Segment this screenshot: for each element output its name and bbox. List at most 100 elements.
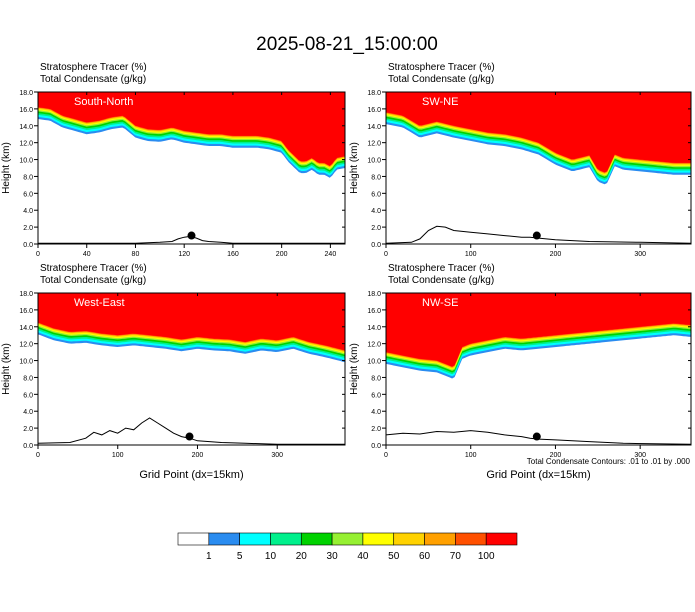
tracer-band-10 bbox=[38, 293, 345, 351]
colorbar-label: 70 bbox=[450, 551, 462, 562]
plot-area bbox=[386, 293, 691, 445]
y-tick-label: 0.0 bbox=[23, 443, 33, 450]
header-line-1: Stratosphere Tracer (%) bbox=[40, 62, 147, 73]
y-tick-label: 6.0 bbox=[23, 392, 33, 399]
figure-title: 2025-08-21_15:00:00 bbox=[256, 34, 438, 55]
y-tick-label: 2.0 bbox=[23, 225, 33, 232]
colorbar-label: 30 bbox=[327, 551, 339, 562]
header-line-2: Total Condensate (g/kg) bbox=[40, 74, 146, 85]
header-line-1: Stratosphere Tracer (%) bbox=[388, 62, 495, 73]
panel-label: SW-NE bbox=[422, 96, 458, 108]
colorbar-swatch-10 bbox=[455, 532, 487, 546]
header-line-2: Total Condensate (g/kg) bbox=[388, 275, 494, 286]
x-tick-label: 40 bbox=[83, 251, 91, 258]
y-tick-label: 14.0 bbox=[19, 325, 33, 332]
tracer-band-10 bbox=[386, 293, 691, 367]
plot-frame bbox=[385, 91, 692, 245]
colorbar-label: 1 bbox=[206, 551, 212, 562]
x-tick-label: 120 bbox=[178, 251, 190, 258]
colorbar-label: 60 bbox=[419, 551, 431, 562]
y-tick-label: 6.0 bbox=[371, 191, 381, 198]
x-axis-label: Grid Point (dx=15km) bbox=[486, 469, 590, 481]
x-axis-label: Grid Point (dx=15km) bbox=[139, 469, 243, 481]
x-tick-label: 0 bbox=[36, 452, 40, 459]
header-line-1: Stratosphere Tracer (%) bbox=[388, 263, 495, 274]
panel-3: West-East Stratosphere Tracer (%)Total Co… bbox=[1, 263, 346, 481]
y-axis-label: Height (km) bbox=[349, 343, 360, 395]
colorbar-label: 40 bbox=[357, 551, 369, 562]
x-tick-label: 300 bbox=[271, 452, 283, 459]
y-tick-label: 18.0 bbox=[19, 90, 33, 97]
colorbar-label: 50 bbox=[388, 551, 400, 562]
colorbar-swatch-9 bbox=[424, 532, 456, 546]
y-tick-label: 12.0 bbox=[19, 342, 33, 349]
y-tick-label: 12.0 bbox=[367, 141, 381, 148]
x-tick-label: 100 bbox=[112, 452, 124, 459]
y-tick-label: 8.0 bbox=[23, 375, 33, 382]
y-tick-label: 6.0 bbox=[23, 191, 33, 198]
y-tick-label: 4.0 bbox=[371, 208, 381, 215]
plot-area bbox=[38, 293, 345, 445]
plot-frame bbox=[37, 91, 346, 245]
colorbar-label: 10 bbox=[265, 551, 277, 562]
colorbar-swatch-1 bbox=[177, 532, 210, 546]
tracer-band-10 bbox=[386, 92, 691, 173]
y-tick-label: 0.0 bbox=[371, 242, 381, 249]
y-tick-label: 0.0 bbox=[23, 242, 33, 249]
y-tick-label: 10.0 bbox=[19, 158, 33, 165]
colorbar-label: 20 bbox=[296, 551, 308, 562]
plot-area bbox=[386, 92, 691, 244]
y-tick-label: 10.0 bbox=[367, 359, 381, 366]
y-tick-label: 4.0 bbox=[371, 409, 381, 416]
y-axis-label: Height (km) bbox=[1, 343, 12, 395]
colorbar-label: 100 bbox=[478, 551, 495, 562]
y-tick-label: 14.0 bbox=[19, 124, 33, 131]
y-tick-label: 4.0 bbox=[23, 409, 33, 416]
y-tick-label: 10.0 bbox=[367, 158, 381, 165]
x-tick-label: 160 bbox=[227, 251, 239, 258]
x-tick-label: 0 bbox=[384, 452, 388, 459]
y-tick-label: 16.0 bbox=[367, 107, 381, 114]
y-tick-label: 0.0 bbox=[371, 443, 381, 450]
y-tick-label: 4.0 bbox=[23, 208, 33, 215]
y-tick-label: 18.0 bbox=[19, 291, 33, 298]
x-tick-label: 300 bbox=[634, 251, 646, 258]
terrain-line bbox=[386, 225, 691, 244]
colorbar-swatch-4 bbox=[270, 532, 302, 546]
colorbar-label: 5 bbox=[237, 551, 243, 562]
header-line-2: Total Condensate (g/kg) bbox=[388, 74, 494, 85]
y-tick-label: 8.0 bbox=[371, 375, 381, 382]
panel-label: West-East bbox=[74, 297, 125, 309]
location-marker bbox=[185, 432, 194, 441]
x-tick-label: 80 bbox=[132, 251, 140, 258]
plot-frame bbox=[385, 292, 692, 446]
panel-label: South-North bbox=[74, 96, 133, 108]
y-tick-label: 14.0 bbox=[367, 325, 381, 332]
y-tick-label: 16.0 bbox=[19, 308, 33, 315]
y-tick-label: 12.0 bbox=[19, 141, 33, 148]
x-tick-label: 0 bbox=[36, 251, 40, 258]
header-line-1: Stratosphere Tracer (%) bbox=[40, 263, 147, 274]
colorbar-swatch-3 bbox=[239, 532, 271, 546]
header-line-2: Total Condensate (g/kg) bbox=[40, 275, 146, 286]
location-marker bbox=[532, 432, 541, 441]
y-tick-label: 18.0 bbox=[367, 291, 381, 298]
y-tick-label: 10.0 bbox=[19, 359, 33, 366]
y-axis-label: Height (km) bbox=[349, 142, 360, 194]
plot-area bbox=[38, 92, 345, 244]
colorbar-swatch-2 bbox=[208, 532, 240, 546]
panel-2: SW-NE Stratosphere Tracer (%)Total Conden… bbox=[349, 62, 692, 258]
x-tick-label: 0 bbox=[384, 251, 388, 258]
panel-1: South-North Stratosphere Tracer (%)Total … bbox=[1, 62, 346, 258]
x-tick-label: 100 bbox=[465, 452, 477, 459]
y-tick-label: 2.0 bbox=[371, 426, 381, 433]
colorbar-swatch-7 bbox=[362, 532, 395, 546]
y-tick-label: 16.0 bbox=[367, 308, 381, 315]
y-tick-label: 8.0 bbox=[371, 174, 381, 181]
y-tick-label: 2.0 bbox=[23, 426, 33, 433]
colorbar-swatch-8 bbox=[393, 532, 425, 546]
x-tick-label: 200 bbox=[276, 251, 288, 258]
colorbar-swatch-6 bbox=[331, 532, 364, 546]
